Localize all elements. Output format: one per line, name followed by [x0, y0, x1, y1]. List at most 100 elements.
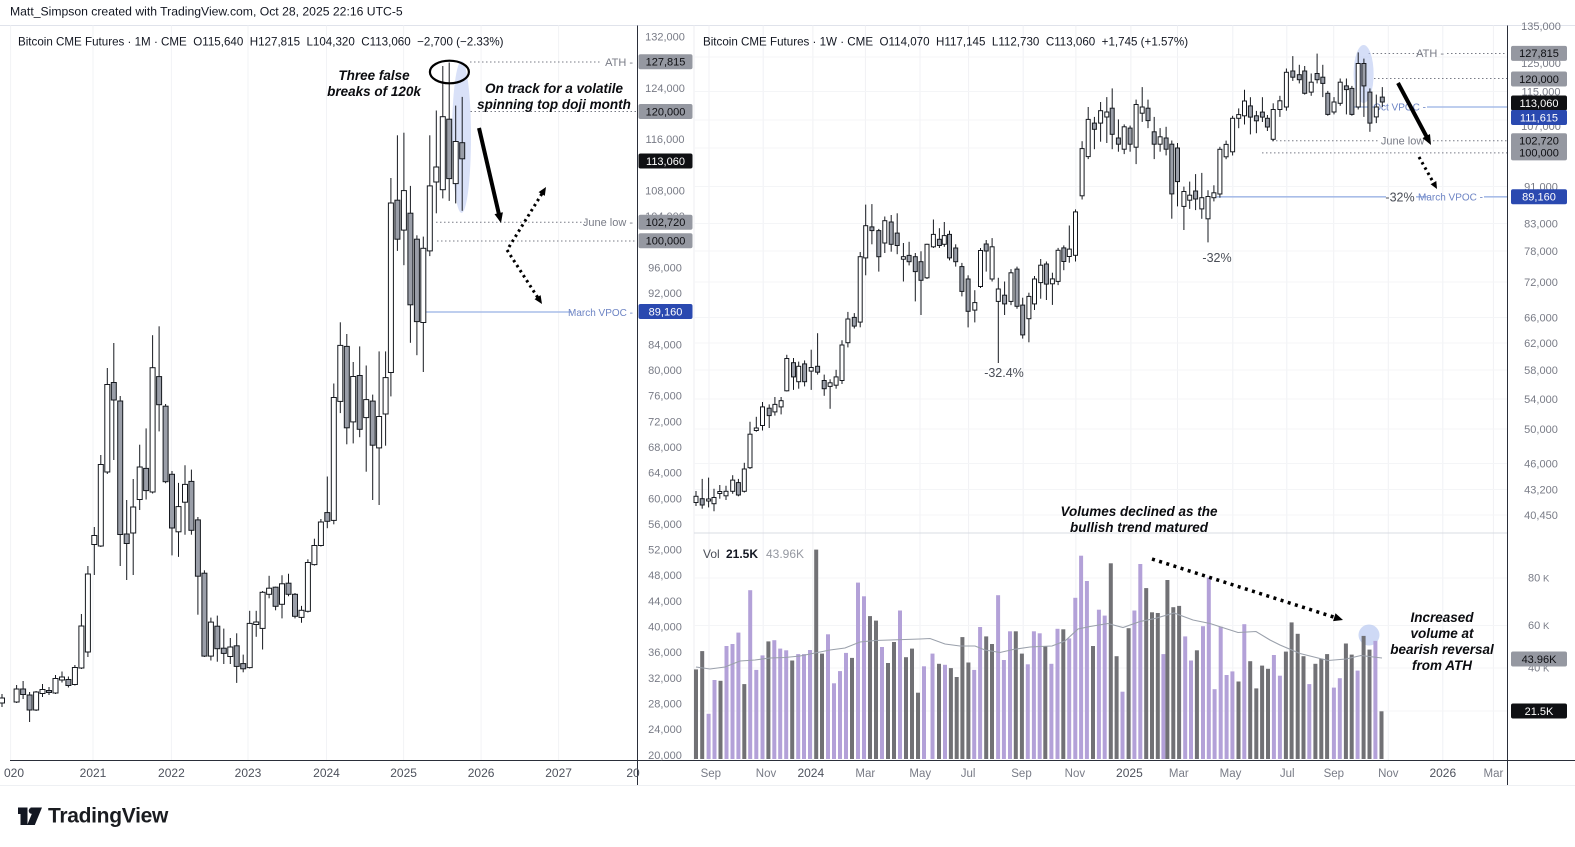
svg-text:Nov: Nov	[1378, 768, 1399, 780]
svg-text:20,000: 20,000	[648, 750, 682, 762]
svg-text:113,060: 113,060	[646, 156, 685, 168]
svg-text:102,720: 102,720	[1519, 136, 1559, 148]
svg-text:54,000: 54,000	[1524, 394, 1558, 406]
svg-text:2024: 2024	[797, 766, 824, 780]
svg-text:2026: 2026	[1429, 766, 1456, 780]
svg-text:108,000: 108,000	[645, 186, 685, 198]
svg-text:50,000: 50,000	[1524, 424, 1558, 436]
svg-text:Mar: Mar	[855, 768, 875, 780]
svg-text:2021: 2021	[80, 766, 107, 780]
svg-text:83,000: 83,000	[1524, 218, 1558, 230]
svg-text:44,000: 44,000	[648, 596, 682, 608]
svg-text:Vol: Vol	[703, 547, 720, 561]
svg-text:breaks of 120k: breaks of 120k	[327, 84, 422, 99]
svg-text:Mar: Mar	[1169, 768, 1189, 780]
svg-text:TradingView: TradingView	[48, 805, 169, 828]
svg-text:June low -: June low -	[583, 217, 633, 229]
svg-text:Increased: Increased	[1410, 610, 1474, 625]
svg-text:28,000: 28,000	[648, 699, 682, 711]
svg-text:020: 020	[4, 766, 24, 780]
svg-text:100,000: 100,000	[1519, 148, 1559, 160]
svg-text:36,000: 36,000	[648, 647, 682, 659]
svg-text:21.5K: 21.5K	[726, 547, 758, 561]
svg-text:68,000: 68,000	[648, 442, 682, 454]
svg-text:volume at: volume at	[1410, 626, 1474, 641]
svg-text:80: 80	[1528, 573, 1540, 585]
svg-text:Jul: Jul	[1280, 768, 1295, 780]
svg-text:46,000: 46,000	[1524, 458, 1558, 470]
svg-text:Oct VPOC -: Oct VPOC -	[1373, 103, 1426, 114]
svg-text:2022: 2022	[158, 766, 185, 780]
svg-text:115,000: 115,000	[1522, 86, 1561, 98]
svg-text:48,000: 48,000	[648, 570, 682, 582]
svg-text:K: K	[1543, 574, 1550, 585]
svg-text:2025: 2025	[1116, 766, 1143, 780]
svg-text:60,000: 60,000	[648, 493, 682, 505]
svg-text:Sep: Sep	[701, 768, 721, 780]
svg-text:132,000: 132,000	[645, 32, 685, 44]
svg-text:111,615: 111,615	[1520, 112, 1558, 124]
svg-text:78,000: 78,000	[1524, 246, 1558, 258]
svg-text:March VPOC -: March VPOC -	[1418, 193, 1483, 204]
svg-text:2025: 2025	[390, 766, 417, 780]
svg-text:113,060: 113,060	[1520, 98, 1559, 110]
svg-text:72,000: 72,000	[1524, 277, 1558, 289]
svg-text:from ATH: from ATH	[1412, 658, 1472, 673]
svg-text:62,000: 62,000	[1524, 338, 1558, 350]
svg-text:40,000: 40,000	[648, 622, 682, 634]
svg-text:52,000: 52,000	[648, 545, 682, 557]
svg-text:102,720: 102,720	[646, 217, 686, 229]
svg-text:ATH -: ATH -	[1416, 48, 1444, 60]
svg-text:2023: 2023	[235, 766, 262, 780]
svg-text:Mar: Mar	[1483, 768, 1503, 780]
svg-text:43.96K: 43.96K	[1522, 654, 1558, 666]
svg-text:127,815: 127,815	[1519, 48, 1559, 60]
svg-text:Nov: Nov	[1065, 768, 1086, 780]
svg-text:135,000: 135,000	[1521, 21, 1561, 33]
svg-text:spinning top doji month: spinning top doji month	[477, 97, 631, 112]
svg-text:40,450: 40,450	[1524, 510, 1558, 522]
svg-text:21.5K: 21.5K	[1525, 706, 1554, 718]
svg-text:60: 60	[1528, 620, 1540, 632]
svg-text:89,160: 89,160	[649, 306, 683, 318]
svg-text:ATH -: ATH -	[605, 57, 633, 69]
svg-text:58,000: 58,000	[1524, 365, 1558, 377]
svg-text:56,000: 56,000	[648, 519, 682, 531]
svg-text:bullish trend matured: bullish trend matured	[1070, 520, 1209, 535]
svg-text:-32%: -32%	[1385, 191, 1414, 205]
svg-text:100,000: 100,000	[646, 236, 686, 248]
svg-text:On track for a volatile: On track for a volatile	[485, 81, 624, 96]
svg-text:72,000: 72,000	[648, 416, 682, 428]
svg-text:March VPOC -: March VPOC -	[568, 308, 633, 319]
svg-text:-32.4%: -32.4%	[984, 366, 1024, 380]
svg-text:Bitcoin CME Futures · 1W · CME: Bitcoin CME Futures · 1W · CME O114,070 …	[703, 36, 1188, 49]
svg-text:2024: 2024	[313, 766, 340, 780]
svg-text:Matt_Simpson created with Trad: Matt_Simpson created with TradingView.co…	[10, 5, 403, 19]
svg-text:bearish reversal: bearish reversal	[1390, 642, 1494, 657]
svg-text:May: May	[1220, 768, 1242, 780]
svg-text:127,815: 127,815	[646, 57, 686, 69]
svg-text:80,000: 80,000	[648, 365, 682, 377]
svg-text:-32%: -32%	[1202, 251, 1231, 265]
svg-text:Volumes declined as the: Volumes declined as the	[1060, 504, 1218, 519]
svg-text:96,000: 96,000	[648, 263, 682, 275]
svg-text:66,000: 66,000	[1524, 312, 1558, 324]
svg-text:43.96K: 43.96K	[766, 547, 804, 561]
svg-text:116,000: 116,000	[646, 134, 685, 146]
svg-text:Three false: Three false	[338, 68, 410, 83]
svg-text:120,000: 120,000	[1519, 74, 1559, 86]
svg-text:Bitcoin CME Futures · 1M · CME: Bitcoin CME Futures · 1M · CME O115,640 …	[18, 36, 504, 49]
svg-text:124,000: 124,000	[645, 83, 685, 95]
svg-text:Sep: Sep	[1324, 768, 1344, 780]
svg-text:89,160: 89,160	[1522, 192, 1556, 204]
svg-text:120,000: 120,000	[646, 106, 686, 118]
svg-text:76,000: 76,000	[648, 391, 682, 403]
svg-text:June low -: June low -	[1381, 135, 1431, 147]
svg-text:Sep: Sep	[1011, 768, 1031, 780]
svg-text:Nov: Nov	[756, 768, 777, 780]
svg-text:2026: 2026	[468, 766, 495, 780]
svg-text:84,000: 84,000	[648, 339, 682, 351]
svg-text:64,000: 64,000	[648, 468, 682, 480]
svg-text:May: May	[909, 768, 931, 780]
svg-text:32,000: 32,000	[648, 673, 682, 685]
